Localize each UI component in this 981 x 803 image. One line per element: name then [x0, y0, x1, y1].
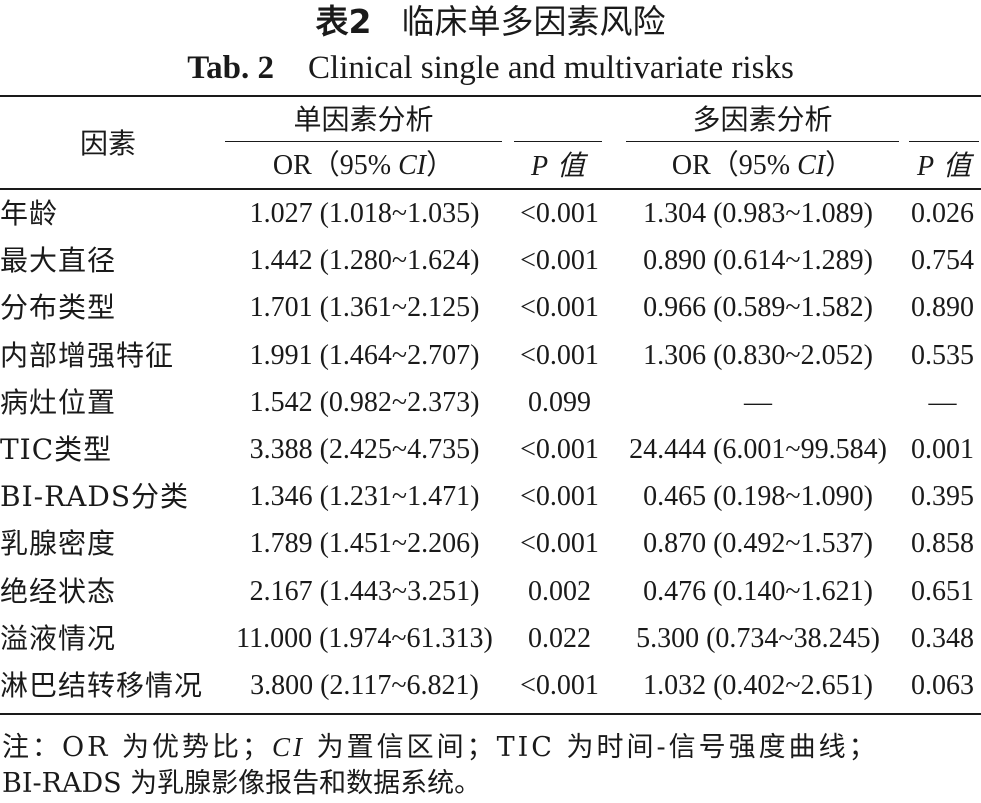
- table-note-line2: BI-RADS 为乳腺影像报告和数据系统。: [2, 768, 482, 799]
- row-multivariate-p: 0.063: [911, 669, 974, 701]
- row-univariate-p: 0.099: [528, 386, 591, 418]
- header-factor: 因素: [80, 127, 137, 160]
- table-caption-cn: 临床单多因素风险: [401, 2, 666, 41]
- row-multivariate-p: 0.001: [911, 434, 974, 466]
- row-multivariate-or: 0.966 (0.589~1.582): [643, 292, 873, 324]
- row-univariate-p: <0.001: [520, 528, 599, 560]
- row-factor: BI-RADS分类: [0, 480, 190, 514]
- row-multivariate-p: 0.858: [911, 528, 974, 560]
- row-multivariate-p: 0.535: [911, 339, 974, 371]
- table-row: 年龄 1.027 (1.018~1.035) <0.001 1.304 (0.983~…: [0, 190, 981, 237]
- table-title-cn: 表2 临床单多因素风险: [0, 2, 981, 43]
- row-multivariate-or: 1.306 (0.830~2.052): [643, 339, 873, 371]
- header-multi-or: OR（95% CI）: [671, 150, 854, 181]
- univariate-p-underline: [514, 141, 602, 142]
- table-row: 分布类型 1.701 (1.361~2.125) <0.001 0.966 (0.58…: [0, 284, 981, 331]
- row-univariate-or: 1.442 (1.280~1.624): [249, 245, 480, 277]
- table-row: 绝经状态 2.167 (1.443~3.251) 0.002 0.476 (0.140…: [0, 568, 981, 615]
- row-multivariate-or: 5.300 (0.734~38.245): [636, 622, 880, 654]
- row-univariate-or: 1.027 (1.018~1.035): [249, 198, 480, 230]
- table-caption-en: Clinical single and multivariate risks: [308, 50, 794, 86]
- table-label-cn: 表2: [315, 2, 372, 41]
- table-row: 溢液情况 11.000 (1.974~61.313) 0.022 5.300 (0.7…: [0, 615, 981, 662]
- row-univariate-p: 0.002: [528, 575, 591, 607]
- header-uni-p: P 值: [530, 149, 585, 182]
- multivariate-underline: [626, 141, 899, 142]
- row-multivariate-p: 0.348: [911, 622, 974, 654]
- header-bottom-rule: [0, 188, 981, 190]
- row-multivariate-p: 0.395: [911, 481, 974, 513]
- row-multivariate-p: 0.026: [911, 198, 974, 230]
- risk-table-body: 年龄 1.027 (1.018~1.035) <0.001 1.304 (0.983~…: [0, 190, 981, 709]
- table-row: 淋巴结转移情况 3.800 (2.117~6.821) <0.001 1.032 (0…: [0, 662, 981, 709]
- row-univariate-p: <0.001: [520, 292, 599, 324]
- row-multivariate-or: 0.476 (0.140~1.621): [643, 575, 873, 607]
- row-multivariate-or: —: [744, 386, 772, 418]
- row-factor: 绝经状态: [0, 574, 117, 608]
- row-univariate-or: 11.000 (1.974~61.313): [236, 622, 493, 654]
- row-univariate-p: <0.001: [520, 339, 599, 371]
- row-univariate-p: 0.022: [528, 622, 591, 654]
- top-rule: [0, 95, 981, 97]
- row-factor: 最大直径: [0, 244, 117, 278]
- row-multivariate-or: 0.870 (0.492~1.537): [643, 528, 873, 560]
- table-row: 乳腺密度 1.789 (1.451~2.206) <0.001 0.870 (0.49…: [0, 520, 981, 567]
- row-multivariate-or: 24.444 (6.001~99.584): [629, 434, 887, 466]
- row-univariate-or: 1.789 (1.451~2.206): [249, 528, 480, 560]
- multivariate-p-underline: [909, 141, 979, 142]
- row-factor: 病灶位置: [0, 385, 117, 419]
- row-multivariate-p: —: [928, 386, 957, 418]
- row-factor: 溢液情况: [0, 621, 117, 655]
- row-multivariate-p: 0.890: [911, 292, 974, 324]
- header-uni-or: OR（95% CI）: [272, 150, 455, 181]
- row-univariate-p: <0.001: [520, 198, 599, 230]
- row-univariate-p: <0.001: [520, 481, 599, 513]
- row-univariate-p: <0.001: [520, 669, 599, 701]
- row-multivariate-or: 0.890 (0.614~1.289): [643, 245, 873, 277]
- table-label-en: Tab. 2: [187, 50, 275, 86]
- row-multivariate-or: 1.304 (0.983~1.089): [643, 198, 873, 230]
- header-multivariate: 多因素分析: [692, 103, 833, 136]
- row-factor: 内部增强特征: [0, 338, 175, 372]
- row-factor: 年龄: [0, 197, 59, 231]
- table-row: 最大直径 1.442 (1.280~1.624) <0.001 0.890 (0.61…: [0, 237, 981, 284]
- risk-table: 年龄 1.027 (1.018~1.035) <0.001 1.304 (0.983~…: [0, 190, 981, 709]
- table-row: TIC类型 3.388 (2.425~4.735) <0.001 24.444 (6.…: [0, 426, 981, 473]
- row-univariate-or: 3.388 (2.425~4.735): [249, 434, 480, 466]
- row-factor: 分布类型: [0, 291, 117, 325]
- header-univariate: 单因素分析: [293, 103, 434, 136]
- row-factor: 乳腺密度: [0, 527, 117, 561]
- row-multivariate-p: 0.651: [911, 575, 974, 607]
- row-multivariate-p: 0.754: [911, 245, 974, 277]
- row-univariate-or: 3.800 (2.117~6.821): [250, 669, 479, 701]
- row-factor: 淋巴结转移情况: [0, 668, 204, 702]
- row-univariate-p: <0.001: [520, 245, 599, 277]
- table-row: BI-RADS分类 1.346 (1.231~1.471) <0.001 0.465 …: [0, 473, 981, 520]
- table-row: 内部增强特征 1.991 (1.464~2.707) <0.001 1.306 (0.…: [0, 332, 981, 379]
- bottom-rule: [0, 713, 981, 715]
- table-note-line1: 注：OR 为优势比；CI 为置信区间；TIC 为时间-信号强度曲线；: [2, 732, 879, 763]
- row-multivariate-or: 1.032 (0.402~2.651): [643, 669, 873, 701]
- row-univariate-or: 2.167 (1.443~3.251): [249, 575, 480, 607]
- row-univariate-or: 1.701 (1.361~2.125): [249, 292, 480, 324]
- table-row: 病灶位置 1.542 (0.982~2.373) 0.099 — —: [0, 379, 981, 426]
- row-multivariate-or: 0.465 (0.198~1.090): [643, 481, 873, 513]
- row-univariate-or: 1.542 (0.982~2.373): [249, 386, 480, 418]
- univariate-underline: [225, 141, 502, 142]
- header-multi-p: P 值: [916, 149, 971, 182]
- row-factor: TIC类型: [0, 433, 113, 467]
- table-title-en: Tab. 2 Clinical single and multivariate r…: [0, 47, 981, 89]
- row-univariate-p: <0.001: [520, 434, 599, 466]
- row-univariate-or: 1.346 (1.231~1.471): [249, 481, 480, 513]
- row-univariate-or: 1.991 (1.464~2.707): [249, 339, 480, 371]
